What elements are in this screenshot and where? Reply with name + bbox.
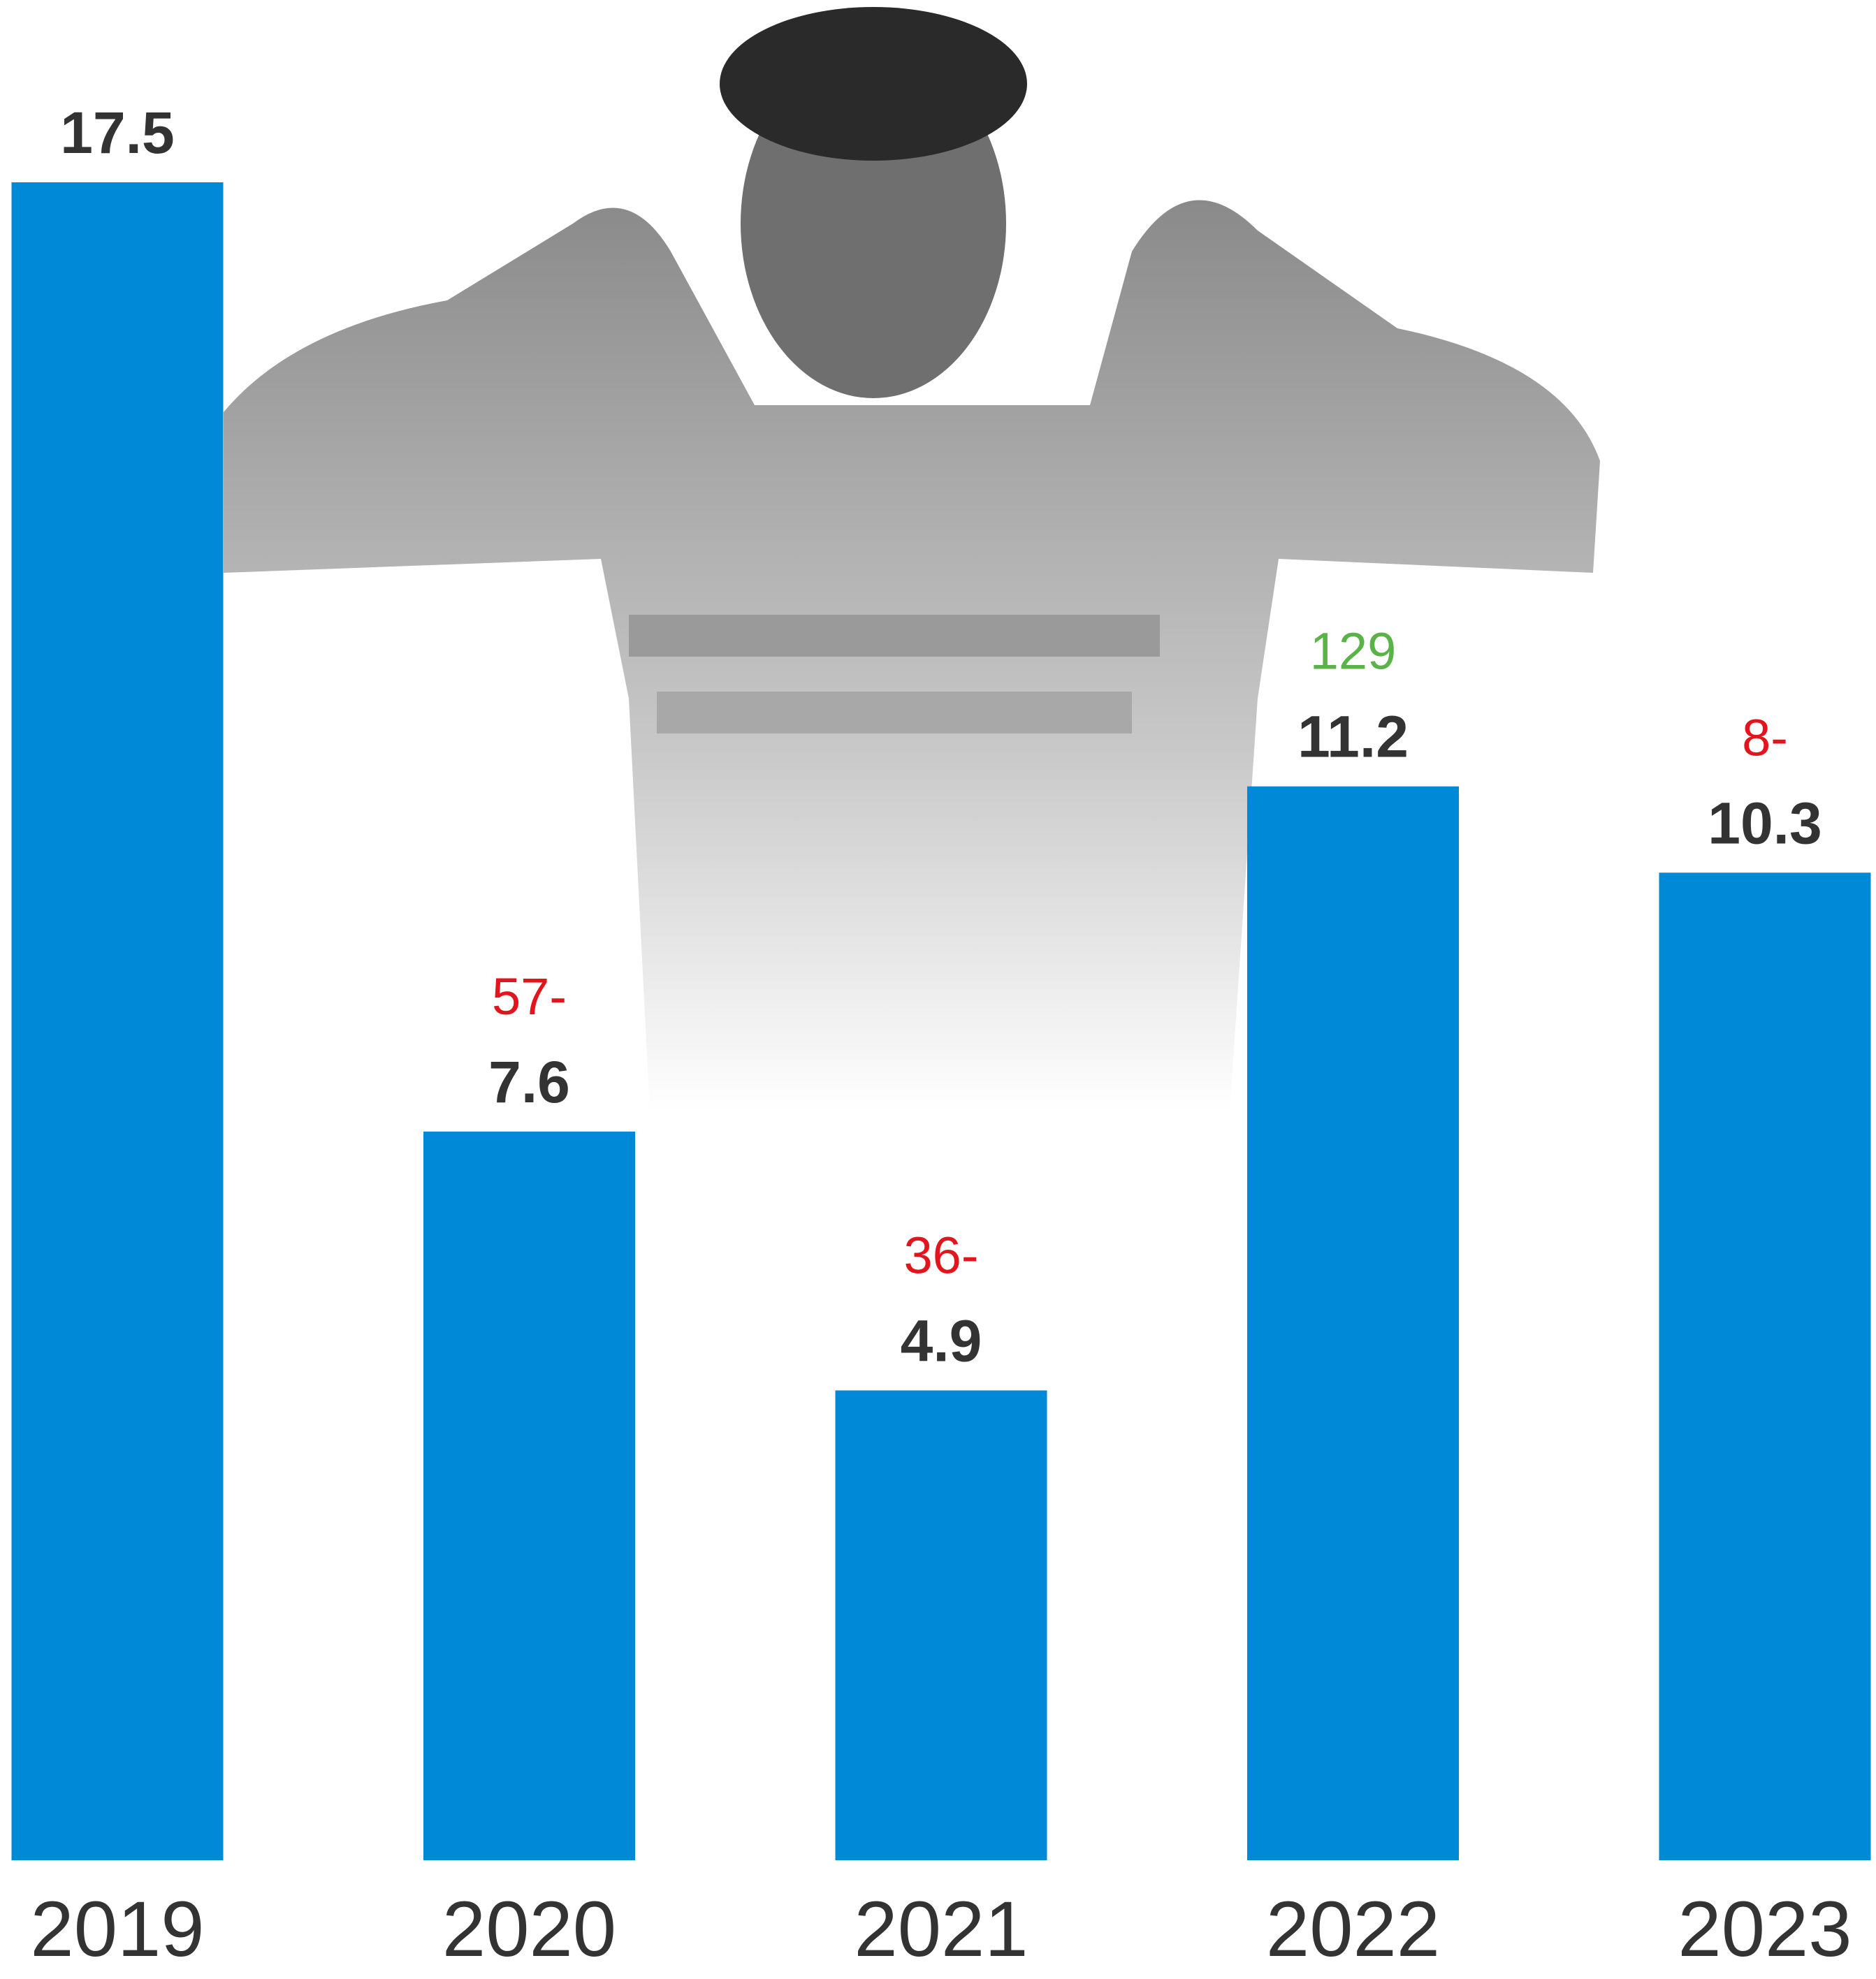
- value-label: 4.9: [901, 1308, 982, 1373]
- x-tick-label: 2023: [1678, 1885, 1852, 1973]
- x-tick-label: 2020: [442, 1885, 616, 1973]
- change-label: 129: [1310, 622, 1396, 680]
- x-tick-label: 2019: [30, 1885, 204, 1973]
- bar: [423, 1131, 635, 1860]
- player-photo: [224, 7, 1600, 1111]
- value-label: 11.2: [1297, 704, 1409, 770]
- photo-hair: [720, 7, 1027, 161]
- value-label: 7.6: [488, 1049, 570, 1115]
- bar: [1659, 872, 1871, 1860]
- x-tick-label: 2021: [854, 1885, 1028, 1973]
- photo-stripe: [629, 615, 1160, 657]
- plot: 17.5 2019 7.6 57- 2020 4.9 36- 2021 11.2 129 2022 1…: [11, 100, 1871, 1973]
- value-label: 17.5: [60, 100, 175, 166]
- change-label: 57-: [492, 967, 567, 1025]
- change-label: 36-: [904, 1226, 979, 1284]
- bar: [11, 182, 224, 1860]
- change-label: 8-: [1742, 708, 1788, 766]
- photo-stripe: [657, 692, 1132, 733]
- value-label: 10.3: [1708, 790, 1822, 856]
- bar: [835, 1390, 1047, 1860]
- x-tick-label: 2022: [1266, 1885, 1440, 1973]
- bar: [1247, 786, 1459, 1860]
